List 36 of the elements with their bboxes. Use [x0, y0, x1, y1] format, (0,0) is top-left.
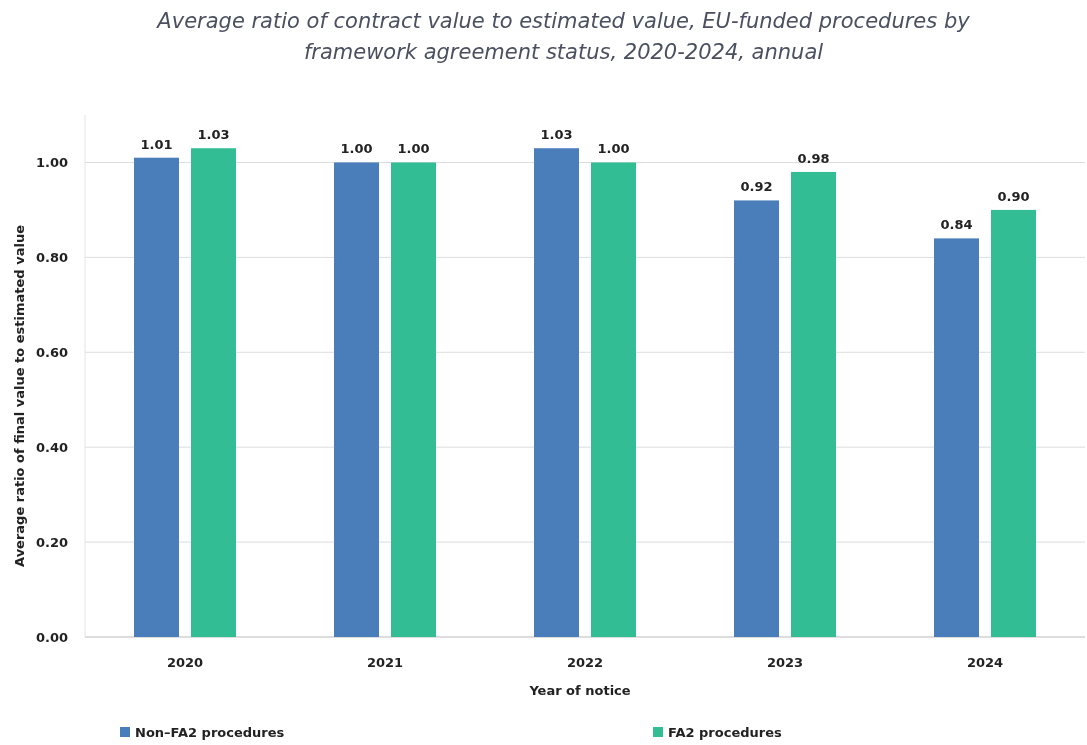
- y-axis-title: Average ratio of final value to estimated value: [12, 224, 27, 567]
- chart-title: Average ratio of contract value to estimated value, EU-funded procedures by framework agreement status, 2020-2024, annual: [155, 9, 971, 64]
- bar: [791, 171, 836, 637]
- data-label: 1.00: [340, 141, 373, 157]
- data-label: 0.98: [797, 150, 830, 166]
- bar: [391, 162, 436, 637]
- bar: [134, 157, 179, 637]
- data-label: 0.90: [997, 188, 1030, 204]
- data-label: 1.03: [197, 127, 230, 143]
- bar: [334, 162, 379, 637]
- x-axis-title: Year of notice: [528, 683, 631, 698]
- legend-label: FA2 procedures: [668, 725, 782, 740]
- bar: [534, 148, 579, 637]
- y-tick-label: 0.80: [35, 250, 68, 266]
- y-tick-label: 0.60: [35, 345, 68, 361]
- y-tick-label: 1.00: [35, 155, 68, 171]
- x-tick-label: 2024: [966, 655, 1004, 670]
- data-label: 0.84: [940, 217, 973, 233]
- x-tick-label: 2023: [766, 655, 804, 670]
- bar: [734, 200, 779, 637]
- data-label: 1.00: [397, 141, 430, 157]
- bar: [934, 238, 979, 637]
- legend-label: Non–FA2 procedures: [135, 725, 285, 740]
- data-label: 1.01: [140, 136, 173, 152]
- y-tick-label: 0.20: [35, 535, 68, 551]
- x-tick-label: 2022: [566, 655, 604, 670]
- y-tick-label: 0.40: [35, 440, 68, 456]
- y-tick-label: 0.00: [35, 630, 68, 645]
- x-tick-label: 2021: [366, 655, 404, 670]
- data-label: 1.00: [597, 141, 630, 157]
- data-label: 1.03: [540, 127, 573, 143]
- data-label: 0.92: [740, 179, 773, 195]
- x-tick-label: 2020: [166, 655, 204, 670]
- bar: [591, 162, 636, 637]
- bar: [191, 148, 236, 637]
- bar: [991, 209, 1036, 637]
